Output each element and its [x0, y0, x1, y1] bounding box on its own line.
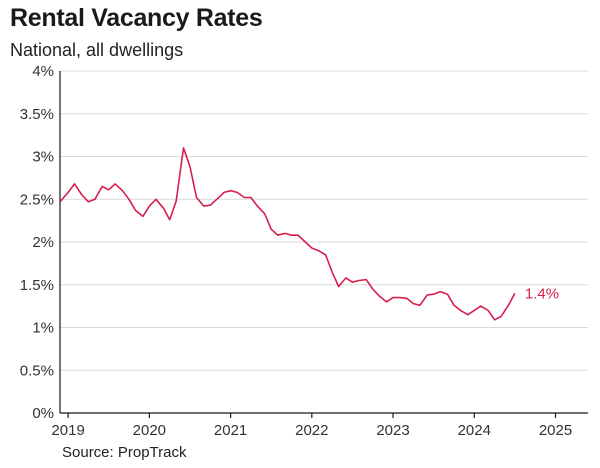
y-tick-label: 2.5%: [20, 191, 54, 208]
x-tick-label: 2021: [214, 422, 247, 439]
series-line-vacancy-rate: [59, 147, 516, 321]
y-tick-label: 1%: [32, 320, 54, 337]
y-tick-label: 0.5%: [20, 362, 54, 379]
x-axis-ticks: 2019 2020 2021 2022 2023 2024 2025: [51, 413, 572, 439]
x-tick-label: 2025: [539, 422, 572, 439]
grid-lines: [59, 70, 588, 414]
x-tick-label: 2024: [458, 422, 491, 439]
y-tick-label: 2%: [32, 234, 54, 251]
x-tick-label: 2023: [376, 422, 409, 439]
chart-title: Rental Vacancy Rates: [10, 4, 263, 32]
y-tick-label: 0%: [32, 405, 54, 422]
y-tick-label: 3.5%: [20, 106, 54, 123]
y-tick-label: 3%: [32, 149, 54, 166]
chart-subtitle: National, all dwellings: [10, 40, 184, 60]
source-note: Source: PropTrack: [62, 444, 187, 461]
x-tick-label: 2019: [51, 422, 84, 439]
y-axis-ticks: 0% 0.5% 1% 1.5% 2% 2.5% 3% 3.5% 4%: [20, 63, 54, 422]
x-tick-label: 2020: [133, 422, 166, 439]
end-value-label: 1.4%: [525, 285, 559, 302]
y-tick-label: 4%: [32, 63, 54, 80]
x-tick-label: 2022: [295, 422, 328, 439]
y-tick-label: 1.5%: [20, 277, 54, 294]
